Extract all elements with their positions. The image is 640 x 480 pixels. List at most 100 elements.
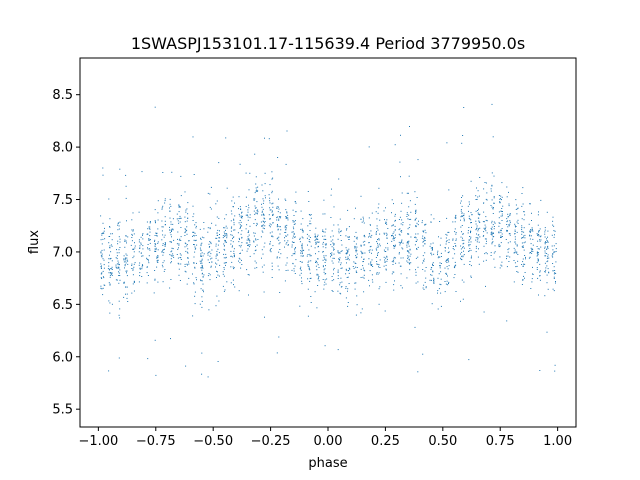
data-point [406, 242, 408, 244]
data-point [476, 198, 478, 200]
data-point [532, 244, 534, 246]
data-point [262, 198, 264, 200]
data-point [460, 210, 462, 212]
data-point [254, 153, 256, 155]
data-point [364, 252, 366, 254]
data-point [301, 244, 303, 246]
data-point [161, 230, 163, 232]
data-point [210, 265, 212, 267]
data-point [501, 236, 503, 237]
data-point [468, 245, 470, 247]
data-point [102, 233, 104, 234]
data-point [531, 212, 532, 214]
data-point [180, 195, 182, 197]
data-point [383, 256, 385, 258]
data-point [247, 231, 249, 233]
data-point [423, 284, 425, 286]
data-point [226, 227, 228, 229]
data-point [386, 255, 388, 257]
data-point [279, 257, 281, 259]
data-point [470, 241, 472, 243]
data-point [256, 223, 258, 225]
data-point [209, 193, 211, 195]
data-point [338, 252, 340, 254]
data-point [406, 250, 408, 252]
data-point [192, 216, 194, 218]
data-point [555, 282, 556, 284]
data-point [177, 231, 179, 233]
data-point [355, 249, 357, 251]
data-point [499, 229, 501, 231]
data-point [292, 226, 294, 228]
data-point [402, 248, 404, 250]
data-point [149, 239, 151, 240]
data-point [119, 264, 120, 266]
data-point [163, 236, 165, 238]
data-point [337, 349, 339, 351]
data-point [461, 255, 462, 257]
data-point [514, 231, 516, 232]
data-point [362, 252, 364, 254]
data-point [264, 195, 266, 197]
data-point [325, 265, 326, 267]
data-point [239, 220, 241, 221]
data-point [529, 203, 531, 205]
data-point [448, 239, 450, 241]
data-point [308, 240, 310, 242]
data-point [123, 282, 125, 284]
data-point [231, 261, 233, 263]
data-point [215, 266, 216, 268]
data-point [241, 212, 242, 214]
data-point [555, 248, 557, 250]
data-point [241, 217, 243, 219]
data-point [376, 249, 378, 251]
data-point [324, 279, 326, 281]
data-point [440, 263, 442, 264]
data-point [287, 214, 289, 216]
data-point [270, 209, 272, 211]
data-point [217, 361, 219, 362]
data-point [483, 211, 485, 213]
data-point [353, 261, 355, 263]
data-point [211, 257, 213, 259]
data-point [410, 211, 412, 213]
data-point [318, 267, 320, 268]
data-point [239, 227, 241, 229]
data-point [123, 259, 125, 261]
data-point [126, 275, 128, 277]
data-point [247, 219, 249, 221]
data-point [386, 223, 388, 225]
data-point [103, 230, 105, 232]
data-point [470, 231, 471, 233]
data-point [271, 190, 273, 192]
data-point [554, 234, 555, 236]
data-point [147, 247, 148, 249]
data-point [340, 231, 342, 233]
data-point [201, 273, 203, 275]
data-point [255, 239, 257, 241]
data-point [110, 273, 112, 275]
data-point [207, 227, 209, 229]
data-point [378, 239, 380, 241]
data-point [101, 272, 103, 274]
data-point [325, 255, 327, 257]
data-point [223, 227, 225, 229]
data-point [407, 241, 408, 243]
data-point [431, 254, 433, 256]
data-point [345, 258, 347, 260]
data-point [493, 202, 495, 204]
data-point [209, 274, 211, 276]
data-point [553, 290, 555, 292]
data-point [379, 233, 381, 235]
data-point [392, 235, 394, 237]
data-point [341, 244, 343, 246]
data-point [537, 248, 539, 250]
data-point [515, 199, 517, 201]
data-point [149, 249, 151, 251]
data-point [264, 242, 266, 244]
data-point [376, 273, 377, 275]
data-point [209, 246, 211, 247]
data-point [116, 279, 118, 281]
data-point [293, 241, 295, 243]
data-point [300, 228, 302, 230]
